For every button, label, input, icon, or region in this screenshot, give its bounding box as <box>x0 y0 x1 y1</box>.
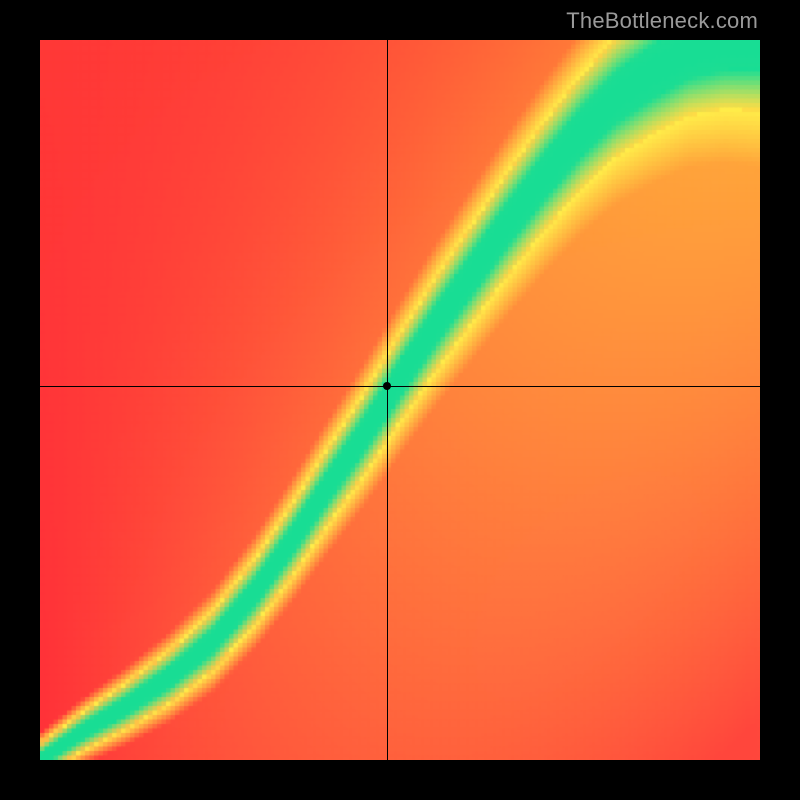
watermark-text: TheBottleneck.com <box>566 8 758 34</box>
crosshair-vertical <box>387 40 388 760</box>
crosshair-horizontal <box>40 386 760 387</box>
crosshair-dot <box>383 382 391 390</box>
plot-area <box>40 40 760 760</box>
heatmap-canvas <box>40 40 760 760</box>
